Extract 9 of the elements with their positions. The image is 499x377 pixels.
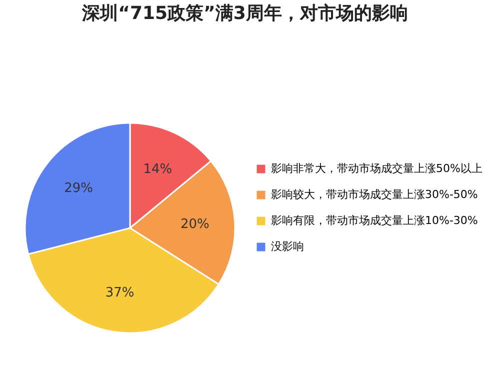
data-label: 37%	[105, 285, 134, 300]
data-label: 29%	[64, 181, 94, 196]
chart-title: 深圳“715政策”满3周年，对市场的影响	[81, 3, 408, 24]
legend-label: 影响有限，带动市场成交量上涨10%-30%	[271, 214, 478, 227]
legend-label: 没影响	[271, 240, 304, 253]
legend-label: 影响较大，带动市场成交量上涨30%-50%	[271, 188, 478, 201]
data-label: 20%	[180, 216, 210, 232]
legend-label: 影响非常大，带动市场成交量上涨50%以上	[271, 162, 482, 175]
data-label: 14%	[143, 162, 172, 178]
